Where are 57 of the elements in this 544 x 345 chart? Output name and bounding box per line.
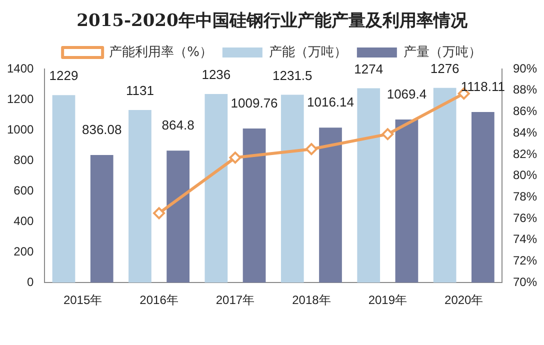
y-tick-label: 1200 [6,92,34,106]
x-tick-label: 2016年 [140,293,178,308]
x-tick-label: 2019年 [368,293,408,308]
bar [52,95,76,283]
chart-title: 2015-2020年中国硅钢行业产能产量及利用率情况 [76,10,468,33]
data-label: 1231.5 [272,68,312,83]
y2-tick-label: 80% [512,168,538,182]
bar [433,88,456,283]
y-tick-label: 600 [14,183,34,198]
data-label: 1118.11 [460,79,505,94]
x-tick-label: 2020年 [444,293,484,308]
data-label: 1274 [354,61,384,76]
y-tick-label: 400 [14,214,34,228]
point [305,143,318,156]
x-tick-label: 2018年 [292,293,331,308]
data-label: 1276 [430,60,460,76]
data-label: 1069.4 [386,86,427,102]
y-tick-label: 1000 [6,122,34,136]
point [153,207,166,220]
y2-tick-label: 72% [512,254,538,268]
bar [90,155,114,283]
data-label: 1016.14 [307,94,354,110]
y-tick-label: 800 [14,152,34,167]
bar [166,150,190,283]
y-tick-label: 0 [27,274,34,289]
data-label: 1229 [49,68,78,84]
y-tick-label: 1400 [6,61,34,76]
point [229,152,242,164]
legend-label: 产量（万吨） [403,44,482,60]
bar [280,94,304,283]
bar [242,128,266,283]
bar [471,112,494,283]
y-tick-label: 200 [14,244,34,258]
legend-label: 产能利用率（%） [109,44,212,60]
data-label: 1236 [202,67,231,82]
legend-label: 产能（万吨） [268,44,347,60]
y2-tick-label: 74% [512,232,538,246]
data-label: 864.8 [162,118,194,133]
point [382,128,394,140]
bar [204,94,228,283]
bar [357,88,380,283]
y2-tick-label: 88% [512,82,538,97]
y2-tick-label: 84% [512,125,538,140]
y2-tick-label: 86% [512,104,538,118]
data-label: 836.08 [82,122,122,138]
x-tick-label: 2015年 [63,293,102,308]
y2-tick-label: 82% [512,146,538,161]
data-label: 1009.76 [230,96,278,111]
y2-tick-label: 70% [512,274,538,289]
x-tick-label: 2017年 [216,293,255,308]
data-label: 1131 [126,83,154,98]
bar [319,128,342,283]
y2-tick-label: 78% [512,189,538,204]
y2-tick-label: 90% [512,61,538,76]
bar [395,119,418,283]
y2-tick-label: 76% [512,210,538,225]
bar [128,110,152,283]
